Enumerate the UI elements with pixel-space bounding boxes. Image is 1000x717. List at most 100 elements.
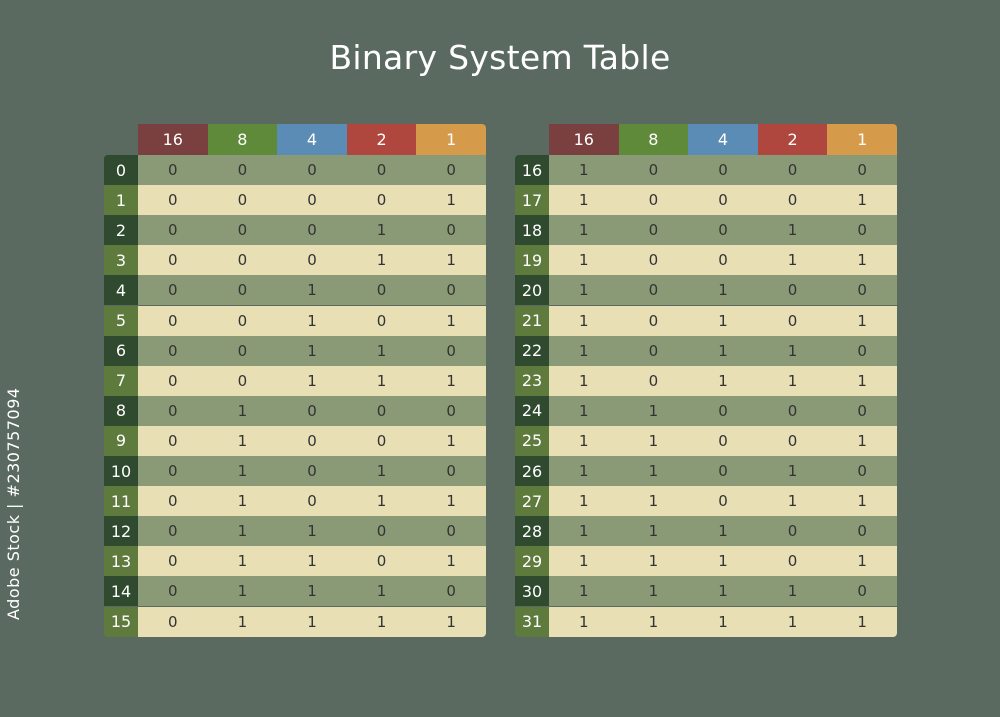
- bit-cell: 0: [648, 191, 659, 210]
- bit-cell: 1: [579, 161, 589, 180]
- bit-cell: 1: [579, 552, 589, 571]
- bit-cell: 1: [307, 582, 317, 601]
- decimal-label: 2: [104, 215, 138, 246]
- column-header-16: 16: [549, 124, 619, 155]
- table-row: 11 0 1 0 1 1: [104, 486, 486, 517]
- bit-cell: 0: [787, 161, 798, 180]
- decimal-label: 10: [104, 456, 138, 487]
- bit-cell: 1: [579, 371, 589, 390]
- bit-cell: 1: [446, 251, 456, 270]
- bit-cell: 1: [579, 612, 589, 631]
- bit-cell: 0: [648, 251, 659, 270]
- bit-cell: 0: [307, 161, 317, 180]
- table-row: 19 1 0 0 1 1: [515, 245, 897, 276]
- bit-cell: 1: [376, 341, 387, 360]
- decimal-label: 17: [515, 185, 549, 216]
- bit-cell: 1: [787, 341, 798, 360]
- bit-cell: 1: [376, 612, 387, 631]
- table-row: 8 0 1 0 0 0: [104, 395, 486, 426]
- bit-cell: 0: [787, 401, 798, 420]
- decimal-label: 6: [104, 335, 138, 366]
- table-row: 23 1 0 1 1 1: [515, 365, 897, 396]
- decimal-label: 26: [515, 456, 549, 487]
- decimal-label: 14: [104, 576, 138, 607]
- decimal-label: 28: [515, 516, 549, 547]
- table-row: 13 0 1 1 0 1: [104, 546, 486, 577]
- column-header-1: 1: [827, 124, 897, 155]
- decimal-label: 30: [515, 576, 549, 607]
- bit-cell: 1: [307, 281, 317, 300]
- bit-cell: 1: [857, 371, 867, 390]
- decimal-label: 7: [104, 365, 138, 396]
- decimal-label: 21: [515, 305, 549, 336]
- decimal-label: 9: [104, 425, 138, 456]
- bit-cell: 0: [237, 341, 248, 360]
- bit-cell: 1: [579, 401, 589, 420]
- bit-cell: 1: [718, 552, 728, 571]
- bit-cell: 0: [648, 161, 659, 180]
- decimal-label: 4: [104, 275, 138, 306]
- table-row: 29 1 1 1 0 1: [515, 546, 897, 577]
- bit-cell: 1: [579, 492, 589, 511]
- bit-cell: 1: [237, 492, 248, 511]
- bit-cell: 1: [718, 371, 728, 390]
- table-row: 6 0 0 1 1 0: [104, 335, 486, 366]
- bit-cell: 0: [237, 371, 248, 390]
- bit-cell: 0: [237, 221, 248, 240]
- bit-cell: 0: [168, 462, 178, 481]
- table-row: 14 0 1 1 1 0: [104, 576, 486, 607]
- decimal-label: 16: [515, 155, 549, 186]
- bit-cell: 1: [857, 492, 867, 511]
- bit-cell: 0: [307, 191, 317, 210]
- table-row: 3 0 0 0 1 1: [104, 245, 486, 276]
- bit-cell: 0: [718, 492, 728, 511]
- bit-cell: 1: [446, 612, 456, 631]
- bit-cell: 0: [168, 221, 178, 240]
- bit-cell: 1: [307, 311, 317, 330]
- bit-cell: 1: [237, 522, 248, 541]
- decimal-label: 13: [104, 546, 138, 577]
- bit-cell: 1: [787, 492, 798, 511]
- bit-cell: 0: [376, 311, 387, 330]
- bit-cell: 0: [376, 522, 387, 541]
- bit-cell: 0: [376, 431, 387, 450]
- table-row: 0 0 0 0 0 0: [104, 155, 486, 186]
- table-row: 25 1 1 0 0 1: [515, 425, 897, 456]
- decimal-label: 15: [104, 606, 138, 637]
- bit-cell: 0: [307, 251, 317, 270]
- bit-cell: 1: [857, 251, 867, 270]
- decimal-label: 24: [515, 395, 549, 426]
- table-row: 30 1 1 1 1 0: [515, 576, 897, 607]
- bit-cell: 0: [237, 311, 248, 330]
- table-row: 24 1 1 0 0 0: [515, 395, 897, 426]
- bit-cell: 0: [237, 191, 248, 210]
- bit-cell: 1: [376, 582, 387, 601]
- decimal-label: 23: [515, 365, 549, 396]
- bit-cell: 1: [718, 311, 728, 330]
- bit-cell: 0: [168, 341, 178, 360]
- bit-cell: 0: [168, 431, 178, 450]
- bit-cell: 1: [579, 582, 589, 601]
- column-header-1: 1: [416, 124, 486, 155]
- bit-cell: 0: [307, 401, 317, 420]
- bit-cell: 0: [648, 311, 659, 330]
- bit-cell: 1: [718, 281, 728, 300]
- bit-cell: 0: [446, 161, 456, 180]
- table-row: 2 0 0 0 1 0: [104, 215, 486, 246]
- decimal-label: 27: [515, 486, 549, 517]
- decimal-label: 22: [515, 335, 549, 366]
- table-row: 17 1 0 0 0 1: [515, 185, 897, 216]
- bit-cell: 1: [579, 191, 589, 210]
- column-header-8: 8: [618, 124, 689, 155]
- bit-cell: 1: [648, 522, 659, 541]
- decimal-label: 0: [104, 155, 138, 186]
- bit-cell: 1: [718, 341, 728, 360]
- bit-cell: 1: [237, 612, 248, 631]
- bit-cell: 0: [857, 522, 867, 541]
- bit-cell: 0: [718, 251, 728, 270]
- bit-cell: 0: [168, 251, 178, 270]
- bit-cell: 1: [579, 311, 589, 330]
- bit-cell: 1: [237, 431, 248, 450]
- bit-cell: 0: [307, 462, 317, 481]
- bit-cell: 0: [857, 161, 867, 180]
